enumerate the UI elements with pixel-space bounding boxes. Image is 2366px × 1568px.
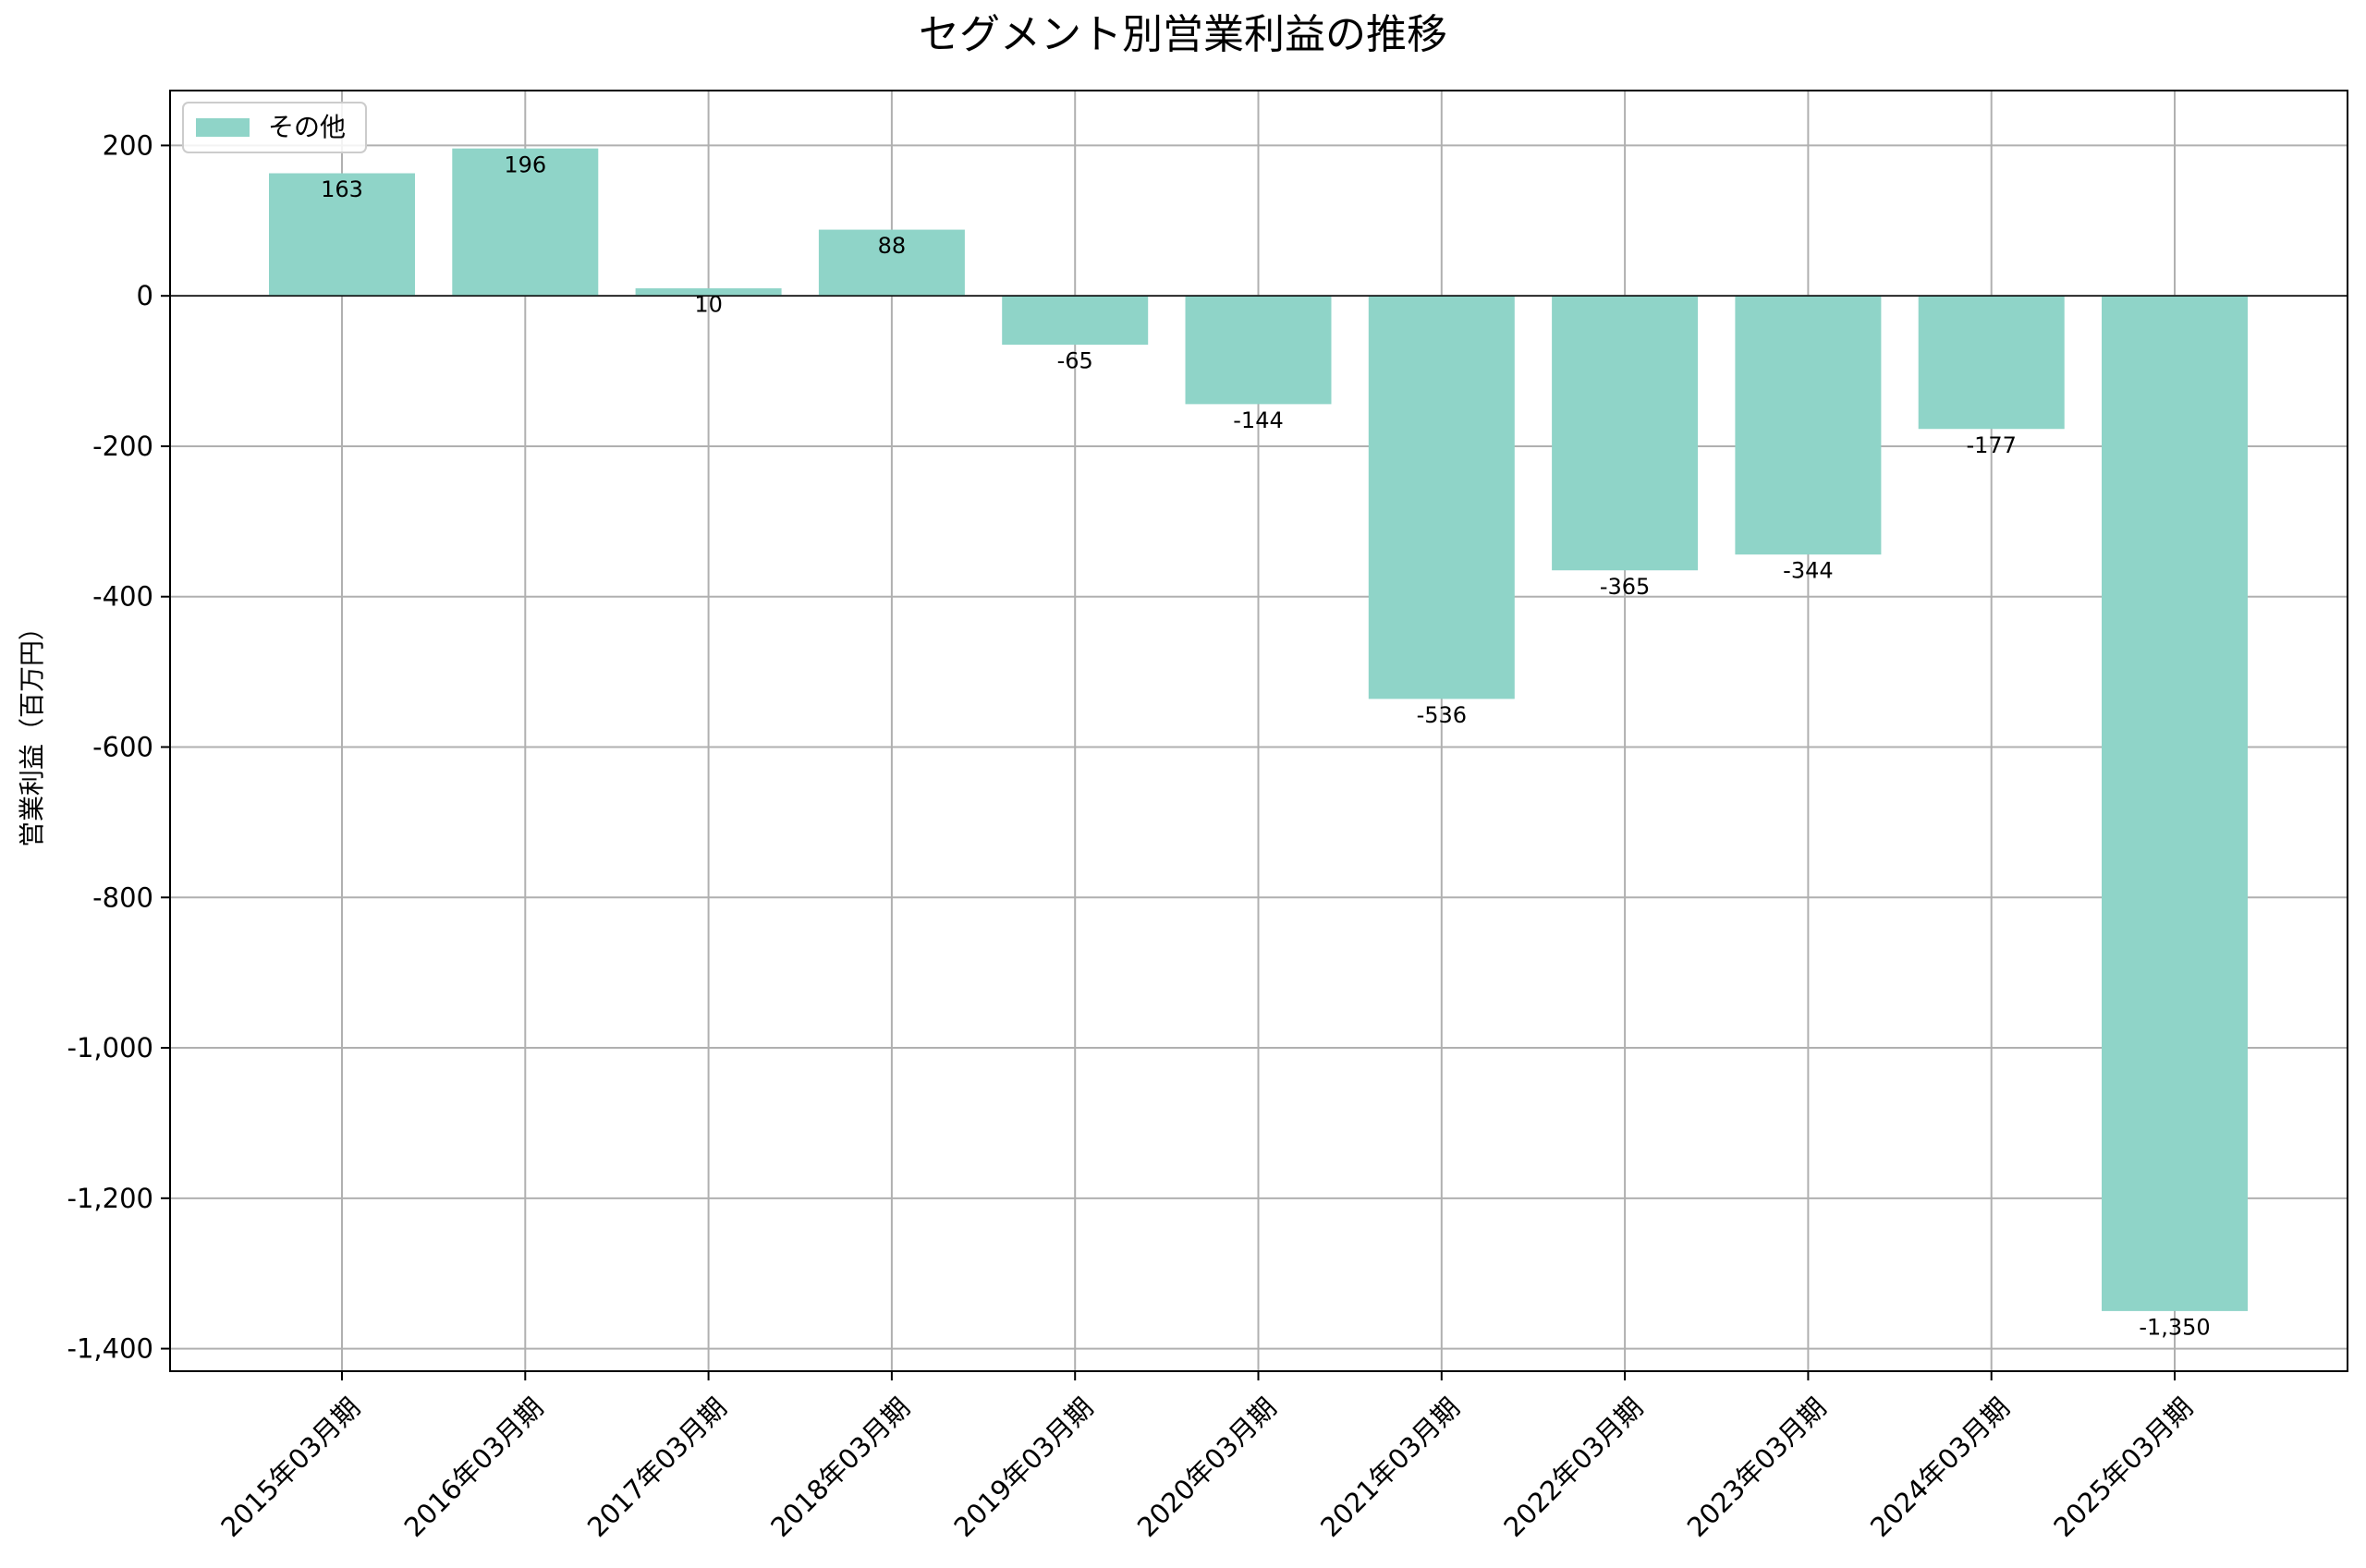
y-axis: 200 0 -200 -400 -600 -800 -1,000 -1,200 -1,400 [67, 129, 170, 1365]
x-tick-label: 2020年03月期 [1131, 1392, 1283, 1543]
legend: その他 [182, 102, 367, 153]
x-tick-label: 2022年03月期 [1497, 1392, 1649, 1543]
bar [1918, 296, 2065, 430]
bar-value-label: 196 [504, 152, 546, 177]
bar [2102, 296, 2248, 1311]
x-tick-label: 2015年03月期 [214, 1392, 366, 1543]
bar [818, 229, 965, 297]
x-tick-label: 2024年03月期 [1864, 1392, 2016, 1543]
x-tick-label: 2017年03月期 [581, 1392, 733, 1543]
y-tick-label: -400 [92, 581, 153, 613]
legend-frame [182, 102, 367, 153]
bars [269, 148, 2248, 1311]
legend-label: その他 [268, 112, 346, 142]
y-tick-label: -1,200 [67, 1183, 154, 1214]
bar-value-label: 10 [694, 292, 723, 318]
bar [1735, 296, 1882, 555]
x-tick-label: 2019年03月期 [948, 1392, 1100, 1543]
bar-value-label: -144 [1233, 407, 1283, 433]
bar [1185, 296, 1332, 405]
x-tick-label: 2025年03月期 [2047, 1392, 2199, 1543]
y-tick-label: 0 [137, 280, 153, 311]
bar-value-label: -365 [1600, 574, 1650, 600]
bar-value-label: 163 [321, 176, 363, 202]
grid [170, 91, 2348, 1371]
bar-value-label: -536 [1417, 702, 1467, 728]
x-axis: 2015年03月期 2016年03月期 2017年03月期 2018年03月期 2019… [214, 1371, 2199, 1543]
chart-title: セグメント別営業利益の推移 [919, 11, 1447, 58]
y-tick-label: -1,000 [67, 1032, 154, 1064]
x-tick-label: 2023年03月期 [1681, 1392, 1833, 1543]
x-tick-label: 2018年03月期 [764, 1392, 916, 1543]
y-tick-label: -600 [92, 731, 153, 762]
bar-value-label: -344 [1783, 558, 1833, 584]
y-tick-label: -800 [92, 881, 153, 913]
y-tick-label: -200 [92, 431, 153, 462]
bar [269, 173, 415, 297]
bar-value-label: -65 [1057, 348, 1093, 374]
bar-value-label: 88 [878, 233, 907, 259]
bar [1002, 296, 1149, 346]
data-labels: 163 196 10 88 -65 -144 -536 -365 -344 -177 -1,350 [321, 152, 2211, 1340]
bar [635, 288, 782, 297]
x-tick-label: 2016年03月期 [398, 1392, 550, 1543]
y-tick-label: 200 [103, 129, 153, 161]
x-tick-label: 2021年03月期 [1314, 1392, 1466, 1543]
bar [1368, 296, 1515, 699]
y-tick-label: -1,400 [67, 1333, 154, 1365]
bar [452, 148, 599, 297]
y-axis-label: 営業利益（百万円） [17, 614, 47, 847]
bar [1552, 296, 1699, 571]
bar-value-label: -1,350 [2139, 1314, 2210, 1340]
legend-swatch [196, 118, 250, 137]
bar-value-label: -177 [1966, 432, 2016, 458]
